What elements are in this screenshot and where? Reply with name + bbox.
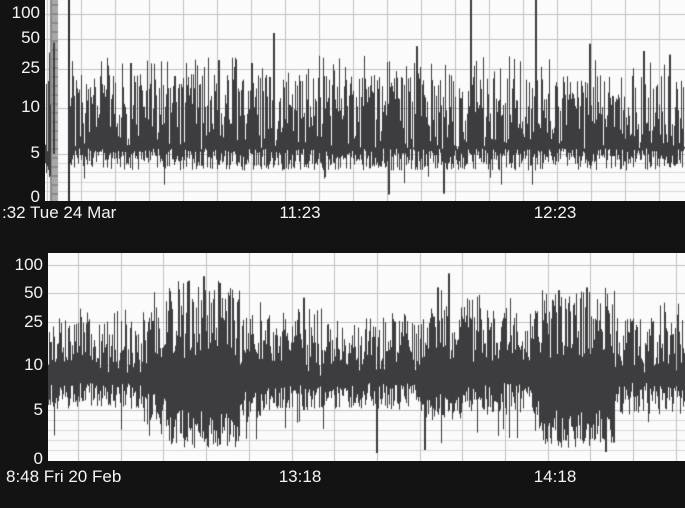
top-timeline-xtick-1: 11:23 [279,203,321,222]
top-timeline-ytick-5: 5 [30,143,40,162]
top-timeline-ytick-25: 25 [21,58,40,77]
top-timeline-xtick-2: 12:23 [533,203,577,222]
bottom-timeline-graph[interactable] [48,253,685,461]
bottom-timeline-ytick-0: 0 [33,449,43,468]
top-timeline-ytick-10: 10 [21,97,40,116]
top-timeline-xtick-0: :32 Tue 24 Mar [2,203,117,222]
bottom-timeline-ytick-5: 5 [33,400,43,419]
bottom-timeline-xtick-2: 14:18 [533,467,577,486]
top-timeline-graph[interactable] [45,0,685,201]
top-timeline-ytick-0: 0 [30,187,40,206]
bottom-timeline-xtick-1: 13:18 [278,467,322,486]
bottom-timeline-ytick-10: 10 [24,355,43,374]
bottom-timeline-ytick-50: 50 [24,283,43,302]
top-timeline-ytick-50: 50 [21,28,40,47]
bottom-timeline-xtick-0: 8:48 Fri 20 Feb [6,467,122,486]
bottom-timeline-ytick-100: 100 [14,255,43,274]
bottom-timeline-ytick-25: 25 [24,312,43,331]
top-timeline-ytick-100: 100 [11,3,40,22]
